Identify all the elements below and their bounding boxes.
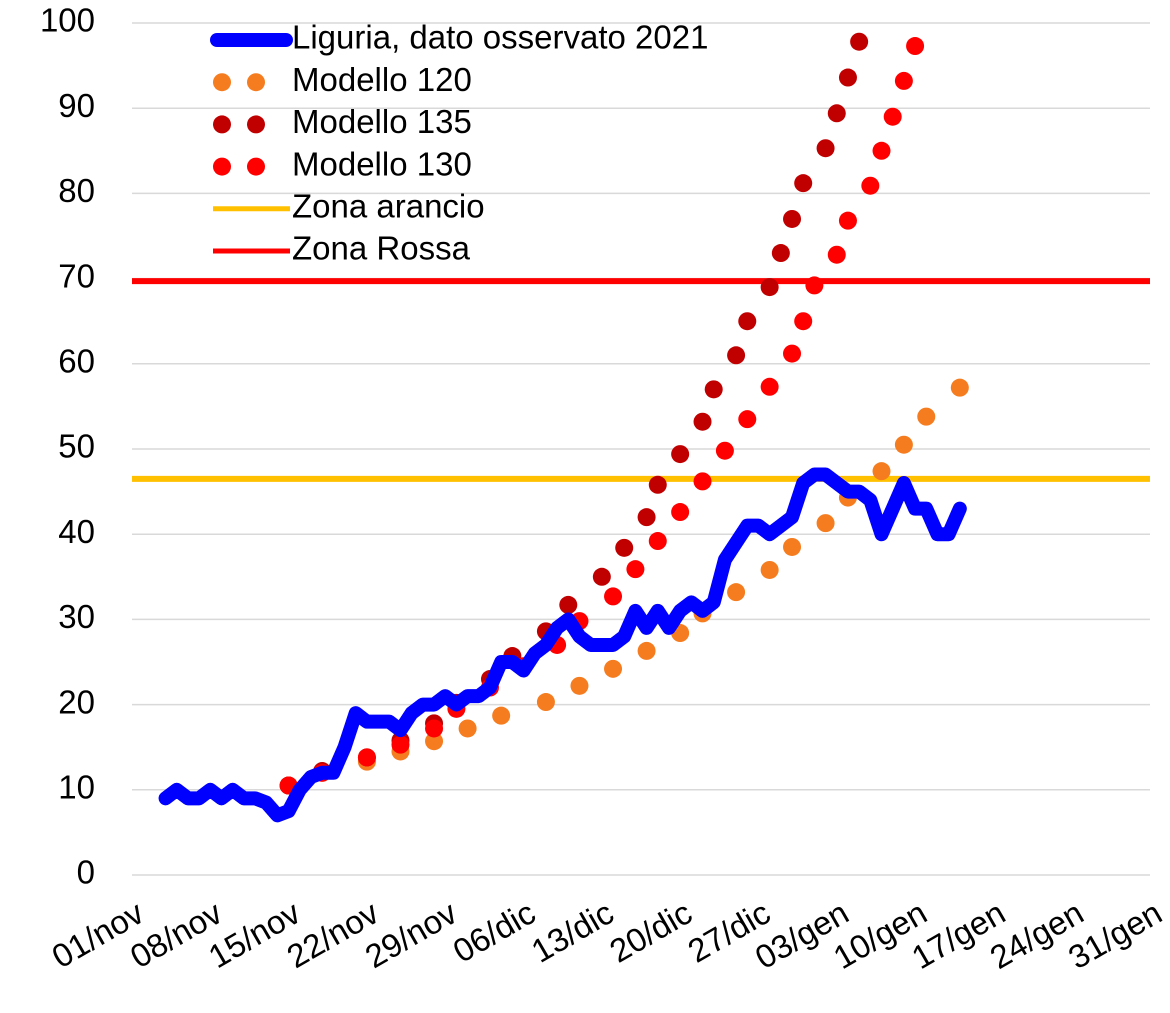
y-tick-label: 10	[58, 769, 95, 806]
data-point	[492, 706, 511, 725]
data-point	[760, 278, 779, 297]
data-point	[950, 378, 969, 397]
y-tick-label: 50	[58, 428, 95, 465]
data-point	[671, 503, 690, 522]
data-point	[783, 209, 802, 228]
data-point	[637, 641, 656, 660]
legend-label: Modello 135	[292, 103, 472, 140]
data-point	[838, 68, 857, 87]
data-point	[794, 312, 813, 331]
data-point	[917, 407, 936, 426]
data-point	[760, 560, 779, 579]
data-point	[894, 71, 913, 90]
data-point	[570, 676, 589, 695]
data-point	[637, 508, 656, 527]
x-tick-label: 29/nov	[359, 893, 464, 975]
data-point	[838, 211, 857, 230]
x-tick-label: 06/dic	[447, 894, 542, 970]
data-point	[357, 748, 376, 767]
data-point	[391, 735, 410, 754]
data-point	[771, 244, 790, 263]
x-tick-label: 13/dic	[525, 894, 620, 970]
y-tick-label: 20	[58, 683, 95, 720]
y-tick-label: 90	[58, 87, 95, 124]
data-point	[604, 659, 623, 678]
data-point	[715, 441, 734, 460]
data-point	[872, 462, 891, 481]
data-line	[158, 467, 967, 823]
data-point	[816, 514, 835, 533]
legend-swatch	[247, 157, 265, 176]
y-tick-label: 40	[58, 513, 95, 550]
data-point	[536, 693, 555, 712]
data-point	[704, 380, 723, 399]
data-point	[648, 532, 667, 551]
data-point	[626, 560, 645, 579]
legend-label: Zona Rossa	[292, 230, 471, 267]
data-point	[827, 245, 846, 264]
data-point	[615, 538, 634, 557]
data-point	[592, 567, 611, 586]
y-tick-label: 30	[58, 598, 95, 635]
data-point	[883, 107, 902, 126]
data-point	[827, 104, 846, 123]
data-point	[738, 410, 757, 429]
data-point	[760, 377, 779, 396]
y-tick-label: 60	[58, 343, 95, 380]
data-point	[727, 583, 746, 602]
data-point	[648, 475, 667, 494]
data-point	[671, 445, 690, 464]
y-tick-label: 80	[58, 172, 95, 209]
data-point	[458, 719, 477, 738]
legend-label: Zona arancio	[292, 188, 485, 225]
data-point	[783, 344, 802, 363]
legend-swatch	[213, 115, 231, 134]
x-tick-label: 20/dic	[603, 894, 698, 970]
data-point	[425, 732, 444, 751]
data-point	[727, 346, 746, 365]
data-point	[906, 37, 925, 56]
legend-label: Modello 120	[292, 61, 472, 98]
data-point	[604, 587, 623, 606]
data-point	[850, 32, 869, 51]
data-point	[693, 472, 712, 491]
legend-label: Liguria, dato osservato 2021	[292, 19, 708, 56]
data-point	[425, 719, 444, 738]
y-tick-label: 0	[77, 854, 95, 891]
y-tick-label: 100	[40, 2, 95, 39]
legend-swatch	[247, 115, 265, 134]
data-point	[805, 276, 824, 295]
data-point	[894, 435, 913, 454]
legend-label: Modello 130	[292, 145, 472, 182]
data-point	[738, 312, 757, 331]
data-point	[794, 174, 813, 193]
data-point	[693, 412, 712, 431]
data-point	[861, 176, 880, 195]
legend: Liguria, dato osservato 2021 Modello 120 M…	[210, 19, 708, 267]
y-tick-label: 70	[58, 257, 95, 294]
data-point	[559, 595, 578, 614]
data-point	[872, 141, 891, 160]
data-point	[783, 537, 802, 556]
data-point	[816, 139, 835, 158]
legend-swatch	[213, 73, 231, 92]
legend-swatch	[213, 157, 231, 176]
legend-swatch	[247, 73, 265, 92]
